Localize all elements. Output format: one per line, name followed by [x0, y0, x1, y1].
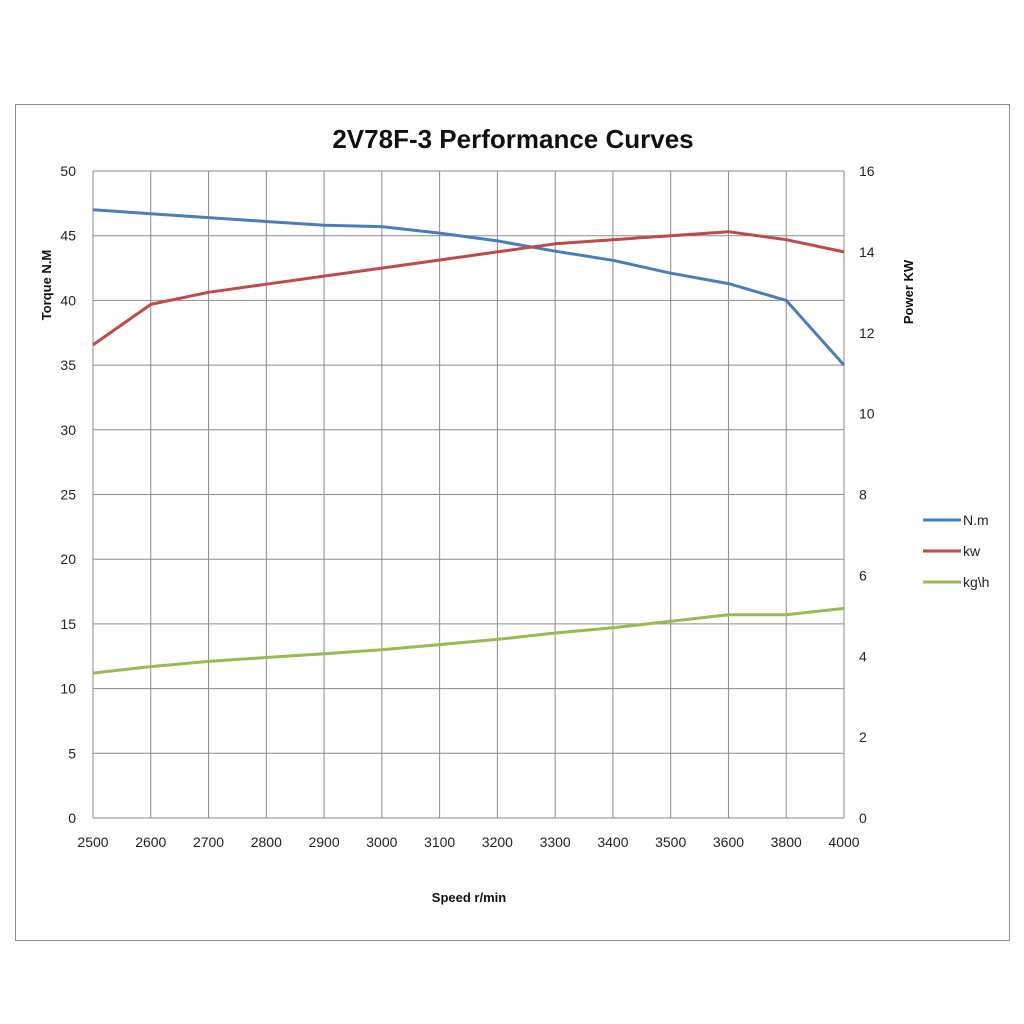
legend: N.m kw kg\h [923, 512, 989, 590]
legend-label: kw [963, 543, 981, 559]
y-right-tick-label: 16 [859, 163, 875, 179]
series-line-2 [92, 606, 845, 675]
y-left-tick-label: 35 [60, 357, 76, 373]
chart-svg: 2V78F-3 Performance Curves 0510152025303… [39, 124, 989, 905]
x-tick-label: 3400 [597, 834, 628, 850]
legend-label: kg\h [963, 574, 989, 590]
x-tick-label: 3200 [482, 834, 513, 850]
y-left-tick-label: 5 [68, 745, 76, 761]
y-left-tick-label: 10 [60, 681, 76, 697]
y-left-tick-label: 50 [60, 163, 76, 179]
y-left-tick-label: 40 [60, 292, 76, 308]
y-right-tick-label: 10 [859, 406, 875, 422]
y-left-tick-label: 0 [68, 810, 76, 826]
y-axis-right-title: Power KW [901, 259, 916, 324]
y-right-tick-label: 0 [859, 810, 867, 826]
x-tick-label: 4000 [828, 834, 859, 850]
y-right-tick-label: 8 [859, 487, 867, 503]
y-right-tick-label: 14 [859, 244, 875, 260]
y-right-tick-label: 12 [859, 325, 875, 341]
x-tick-label: 3100 [424, 834, 455, 850]
y-left-tick-label: 20 [60, 551, 76, 567]
y-right-tick-label: 4 [859, 648, 867, 664]
x-axis-ticks: 2500 2600 2700 2800 2900 3000 3100 3200 3300 3400… [77, 834, 859, 850]
x-tick-label: 2700 [193, 834, 224, 850]
x-tick-label: 3600 [713, 834, 744, 850]
left-axis-ticks: 0 5 10 15 20 25 30 35 40 45 50 [60, 163, 76, 826]
legend-label: N.m [963, 512, 989, 528]
chart-title: 2V78F-3 Performance Curves [332, 124, 693, 154]
right-axis-ticks: 0 2 4 6 8 10 12 14 16 [859, 163, 875, 826]
x-tick-label: 3500 [655, 834, 686, 850]
x-tick-label: 2800 [251, 834, 282, 850]
x-tick-label: 3300 [540, 834, 571, 850]
grid-lines [92, 170, 845, 819]
series-line-1 [92, 230, 845, 347]
y-right-tick-label: 2 [859, 729, 867, 745]
series-lines [92, 208, 846, 675]
y-right-tick-label: 6 [859, 567, 867, 583]
y-left-tick-label: 25 [60, 487, 76, 503]
y-axis-left-title: Torque N.M [39, 250, 54, 321]
x-tick-label: 3000 [366, 834, 397, 850]
y-left-tick-label: 30 [60, 422, 76, 438]
x-tick-label: 2500 [77, 834, 108, 850]
chart-frame: 2V78F-3 Performance Curves 0 5 10 15 20 25 30 3… [15, 104, 1010, 941]
x-axis-title: Speed r/min [432, 890, 506, 905]
x-tick-label: 3800 [771, 834, 802, 850]
y-left-tick-label: 15 [60, 616, 76, 632]
x-tick-label: 2600 [135, 834, 166, 850]
x-tick-label: 2900 [308, 834, 339, 850]
series-line-0 [92, 208, 846, 367]
y-left-tick-label: 45 [60, 228, 76, 244]
